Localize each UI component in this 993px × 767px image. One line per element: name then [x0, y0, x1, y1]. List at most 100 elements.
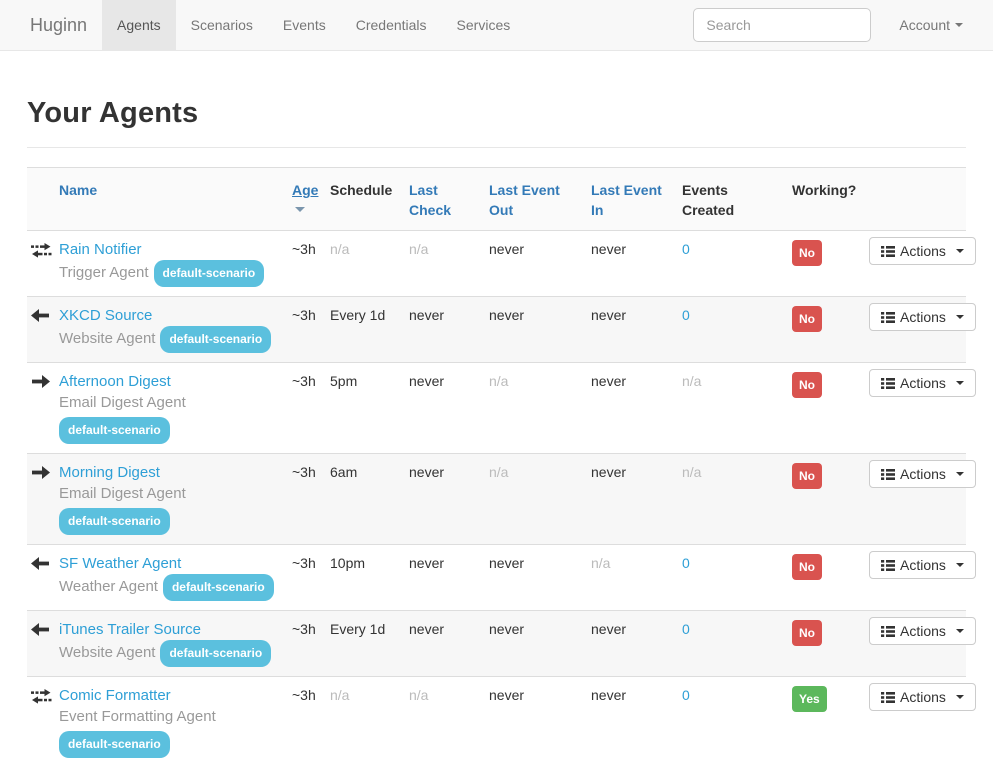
cell-value: 5pm: [330, 373, 357, 389]
header-actions-spacer: [869, 168, 966, 231]
header-schedule: Schedule: [330, 168, 409, 231]
page-title: Your Agents: [27, 97, 966, 130]
scenario-badge[interactable]: default-scenario: [160, 640, 271, 667]
cell-value: never: [591, 307, 626, 323]
agent-name-link[interactable]: Afternoon Digest: [59, 373, 171, 390]
cell-value: n/a: [682, 373, 701, 389]
actions-label: Actions: [900, 689, 946, 705]
events-created-link[interactable]: 0: [682, 555, 690, 571]
agent-name-link[interactable]: XKCD Source: [59, 307, 152, 324]
agent-name-link[interactable]: Rain Notifier: [59, 241, 142, 258]
cell-value: never: [591, 687, 626, 703]
working-badge: No: [792, 554, 822, 580]
list-icon: [881, 245, 895, 258]
working-badge: No: [792, 240, 822, 266]
actions-button[interactable]: Actions: [869, 460, 976, 488]
scenario-badge[interactable]: default-scenario: [59, 417, 170, 444]
list-icon: [881, 625, 895, 638]
cell-value: never: [409, 555, 444, 571]
actions-label: Actions: [900, 557, 946, 573]
arrow-left-icon: [31, 309, 51, 322]
cell-value: never: [409, 307, 444, 323]
actions-button[interactable]: Actions: [869, 617, 976, 645]
cell-value: n/a: [682, 464, 701, 480]
cell-value: never: [409, 373, 444, 389]
arrow-left-icon: [31, 557, 51, 570]
header-name[interactable]: Name: [59, 168, 292, 231]
arrow-right-icon: [31, 375, 51, 388]
list-icon: [881, 377, 895, 390]
header-last-check[interactable]: Last Check: [409, 168, 489, 231]
scenario-badge[interactable]: default-scenario: [59, 508, 170, 535]
cell-value: n/a: [591, 555, 610, 571]
cell-value: ~3h: [292, 307, 316, 323]
nav-tab-scenarios[interactable]: Scenarios: [176, 0, 268, 50]
cell-value: never: [489, 687, 524, 703]
cell-value: never: [591, 373, 626, 389]
nav-tab-services[interactable]: Services: [442, 0, 526, 50]
account-label: Account: [899, 17, 950, 33]
cell-value: ~3h: [292, 373, 316, 389]
working-badge: No: [792, 620, 822, 646]
scenario-badge[interactable]: default-scenario: [59, 731, 170, 758]
scenario-badge[interactable]: default-scenario: [163, 574, 274, 601]
cell-value: never: [591, 621, 626, 637]
agent-type-label: Trigger Agent: [59, 264, 149, 281]
actions-label: Actions: [900, 243, 946, 259]
search-input[interactable]: [693, 8, 871, 42]
account-menu[interactable]: Account: [897, 0, 965, 50]
list-icon: [881, 559, 895, 572]
scenario-badge[interactable]: default-scenario: [154, 260, 265, 287]
nav-tab-credentials[interactable]: Credentials: [341, 0, 442, 50]
header-last-event-out[interactable]: Last Event Out: [489, 168, 591, 231]
brand-huginn[interactable]: Huginn: [15, 0, 102, 50]
actions-button[interactable]: Actions: [869, 369, 976, 397]
header-age[interactable]: Age: [292, 168, 330, 231]
nav-spacer: [525, 0, 693, 50]
cell-value: ~3h: [292, 555, 316, 571]
header-events-created: Events Created: [682, 168, 792, 231]
actions-button[interactable]: Actions: [869, 551, 976, 579]
events-created-link[interactable]: 0: [682, 687, 690, 703]
cell-value: n/a: [489, 464, 508, 480]
header-last-event-in[interactable]: Last Event In: [591, 168, 682, 231]
table-row: Rain Notifier Trigger Agent default-scenar…: [27, 231, 966, 297]
cell-value: 10pm: [330, 555, 365, 571]
events-created-link[interactable]: 0: [682, 307, 690, 323]
events-created-link[interactable]: 0: [682, 621, 690, 637]
main-nav: Agents Scenarios Events Credentials Serv…: [102, 0, 525, 50]
chevron-down-icon: [955, 23, 963, 27]
nav-tab-agents[interactable]: Agents: [102, 0, 176, 50]
agent-name-link[interactable]: Morning Digest: [59, 464, 160, 481]
table-row: Comic Formatter Event Formatting Agent def…: [27, 677, 966, 767]
page-container: Your Agents Name Age Schedule Last Check…: [0, 97, 993, 767]
nav-tab-events[interactable]: Events: [268, 0, 341, 50]
agent-type-label: Website Agent: [59, 644, 155, 661]
table-row: iTunes Trailer Source Website Agent defaul…: [27, 611, 966, 677]
agent-name-link[interactable]: Comic Formatter: [59, 687, 171, 704]
cell-value: ~3h: [292, 621, 316, 637]
actions-label: Actions: [900, 466, 946, 482]
agent-type-label: Weather Agent: [59, 578, 158, 595]
actions-button[interactable]: Actions: [869, 683, 976, 711]
agent-name-link[interactable]: SF Weather Agent: [59, 555, 181, 572]
scenario-badge[interactable]: default-scenario: [160, 326, 271, 353]
events-created-link[interactable]: 0: [682, 241, 690, 257]
cell-value: 6am: [330, 464, 357, 480]
title-divider: [27, 147, 966, 148]
actions-button[interactable]: Actions: [869, 237, 976, 265]
caret-down-icon: [956, 315, 964, 319]
cell-value: never: [409, 621, 444, 637]
caret-down-icon: [956, 381, 964, 385]
cell-value: n/a: [330, 241, 349, 257]
actions-button[interactable]: Actions: [869, 303, 976, 331]
cell-value: never: [489, 621, 524, 637]
agent-type-label: Event Formatting Agent: [59, 708, 216, 725]
cell-value: n/a: [409, 241, 428, 257]
agent-name-link[interactable]: iTunes Trailer Source: [59, 621, 201, 638]
table-header-row: Name Age Schedule Last Check Last Event …: [27, 168, 966, 231]
caret-down-icon: [956, 563, 964, 567]
cell-value: never: [489, 555, 524, 571]
